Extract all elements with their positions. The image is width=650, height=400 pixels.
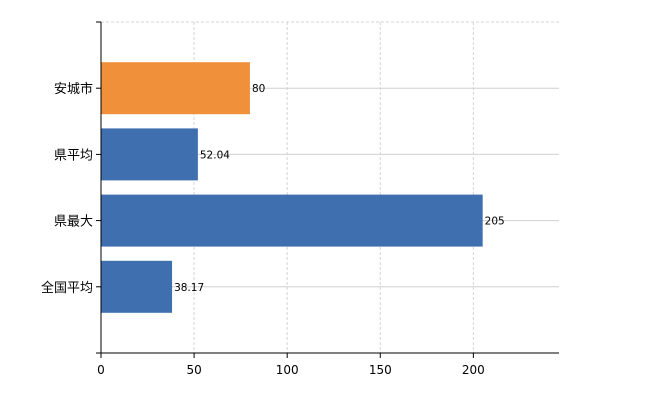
x-tick-label: 50 xyxy=(186,363,201,377)
category-label: 安城市 xyxy=(54,81,93,97)
bar-0 xyxy=(101,62,250,115)
data-label: 205 xyxy=(485,216,505,228)
x-tick-label: 200 xyxy=(462,363,485,377)
x-tick-label: 100 xyxy=(276,363,299,377)
bar-2 xyxy=(101,194,483,247)
category-label: 県最大 xyxy=(54,215,93,230)
category-label: 全国平均 xyxy=(41,280,93,296)
bar-3 xyxy=(101,260,173,313)
bar-1 xyxy=(101,128,198,181)
data-label: 80 xyxy=(252,83,265,95)
x-tick-label: 0 xyxy=(97,363,105,377)
x-tick-label: 150 xyxy=(369,363,392,377)
data-label: 52.04 xyxy=(200,149,230,161)
data-label: 38.17 xyxy=(174,282,204,294)
category-label: 県平均 xyxy=(54,148,93,163)
